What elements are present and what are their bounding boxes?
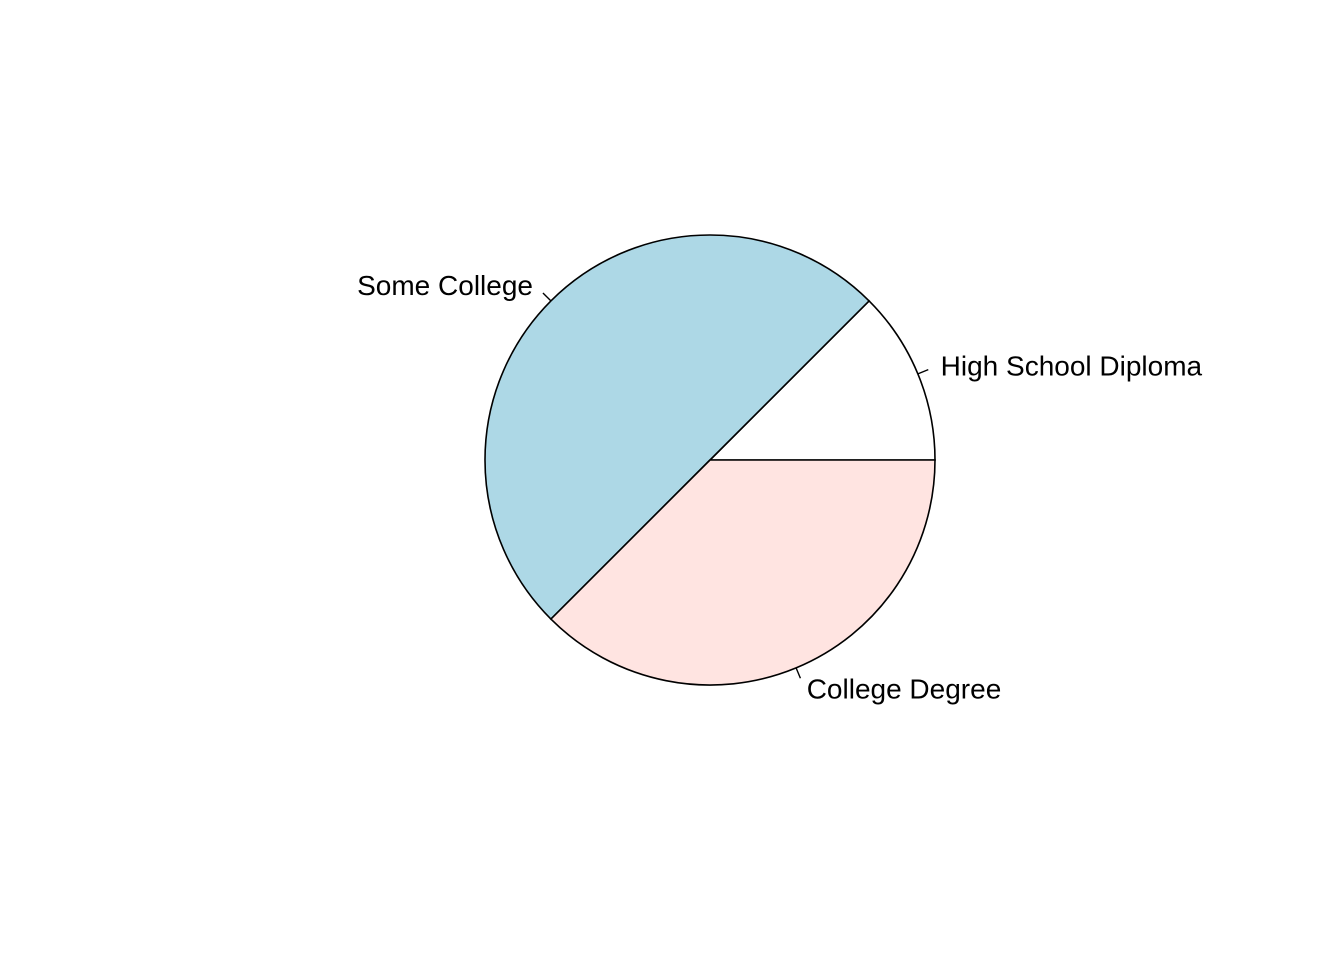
slice-labels: High School Diploma Some College College D… (357, 270, 1202, 705)
slice-label: Some College (357, 270, 533, 301)
pie-slice (708, 299, 936, 461)
label-tick (917, 368, 929, 375)
slice-label: College Degree (807, 674, 1002, 705)
pie-slices (484, 234, 936, 686)
pie-slice (484, 234, 871, 621)
slice-label: High School Diploma (941, 350, 1203, 381)
label-tick (542, 292, 552, 302)
label-ticks (542, 292, 929, 679)
pie-slice (549, 459, 936, 686)
label-tick (795, 667, 802, 679)
